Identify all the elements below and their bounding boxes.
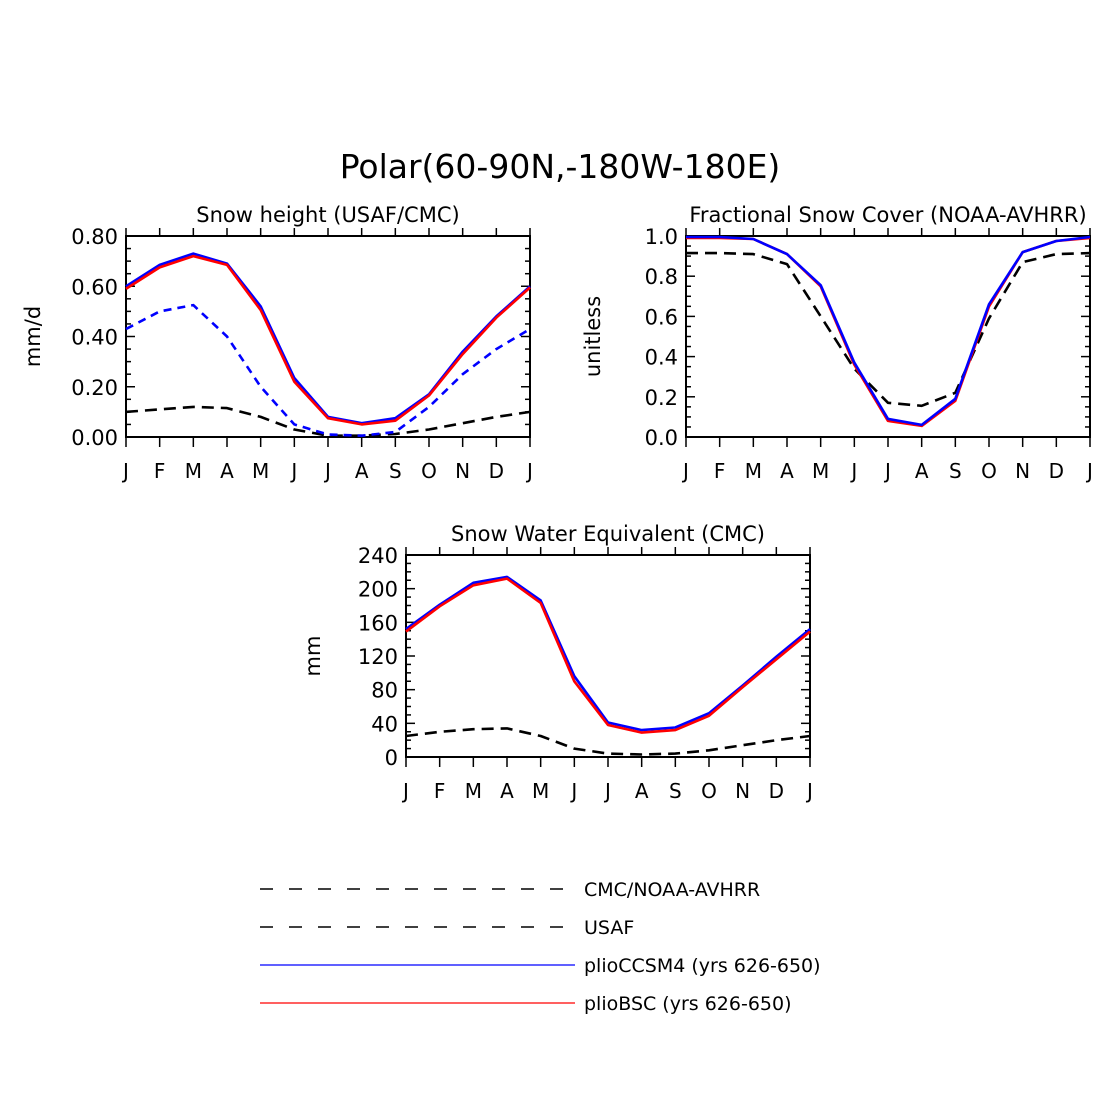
- series-line: [125, 405, 531, 438]
- x-tick-label: J: [681, 459, 689, 483]
- y-tick-label: 120: [358, 645, 398, 669]
- y-axis-label: unitless: [581, 296, 605, 377]
- x-tick-label: J: [603, 779, 611, 803]
- x-tick-label: J: [1085, 459, 1093, 483]
- y-tick-label: 1.0: [645, 225, 678, 249]
- x-tick-label: M: [532, 779, 549, 803]
- series-line: [125, 254, 531, 426]
- y-tick-label: 200: [358, 578, 398, 602]
- x-tick-label: J: [323, 459, 331, 483]
- x-tick-label: F: [714, 459, 726, 483]
- y-axis-label: mm: [301, 636, 325, 677]
- panel-title: Fractional Snow Cover (NOAA-AVHRR): [689, 203, 1086, 227]
- legend-label: plioBSC (yrs 626-650): [584, 993, 792, 1015]
- x-tick-label: M: [252, 459, 269, 483]
- panel-title: Snow height (USAF/CMC): [196, 203, 459, 227]
- x-tick-label: J: [289, 459, 297, 483]
- x-tick-label: M: [812, 459, 829, 483]
- panel-2: 0.00.20.40.60.81.0J F M A M J J A S O N D JFractiona…: [581, 203, 1093, 483]
- x-tick-label: J: [401, 779, 409, 803]
- legend-label: plioCCSM4 (yrs 626-650): [584, 955, 821, 977]
- plot-frame: [405, 554, 811, 758]
- y-tick-label: 0.60: [71, 275, 118, 299]
- x-tick-label: S: [389, 459, 402, 483]
- y-tick-label: 0.40: [71, 326, 118, 350]
- legend-label: CMC/NOAA-AVHRR: [584, 879, 760, 901]
- y-tick-label: 0.6: [645, 305, 678, 329]
- x-tick-label: F: [154, 459, 166, 483]
- legend-label: USAF: [584, 917, 634, 939]
- y-tick-label: 0.20: [71, 376, 118, 400]
- y-tick-label: 160: [358, 611, 398, 635]
- x-tick-label: A: [220, 459, 234, 483]
- x-tick-label: D: [1049, 459, 1064, 483]
- x-tick-label: M: [745, 459, 762, 483]
- x-tick-label: O: [701, 779, 717, 803]
- x-tick-label: J: [805, 779, 813, 803]
- x-tick-label: J: [849, 459, 857, 483]
- series-line: [405, 577, 811, 734]
- y-tick-label: 40: [371, 712, 398, 736]
- y-tick-label: 0.2: [645, 386, 678, 410]
- x-tick-label: N: [735, 779, 750, 803]
- y-tick-label: 0.4: [645, 346, 678, 370]
- x-tick-label: S: [669, 779, 682, 803]
- x-tick-label: M: [465, 779, 482, 803]
- plot-frame: [685, 235, 1091, 438]
- y-axis-label: mm/d: [21, 306, 45, 367]
- x-tick-label: N: [1015, 459, 1030, 483]
- figure-title: Polar(60-90N,-180W-180E): [340, 147, 781, 186]
- panel-title: Snow Water Equivalent (CMC): [451, 522, 765, 546]
- x-tick-label: D: [489, 459, 504, 483]
- x-tick-label: A: [355, 459, 369, 483]
- series-line: [405, 575, 811, 732]
- x-tick-label: M: [185, 459, 202, 483]
- x-tick-label: J: [569, 779, 577, 803]
- series-line: [686, 235, 1091, 427]
- x-tick-label: O: [981, 459, 997, 483]
- series-line: [405, 727, 811, 756]
- x-tick-label: J: [121, 459, 129, 483]
- y-tick-label: 0.0: [645, 426, 678, 450]
- x-tick-label: N: [455, 459, 470, 483]
- series-line: [125, 303, 531, 438]
- y-tick-label: 0.00: [71, 426, 118, 450]
- series-line: [686, 251, 1091, 408]
- x-tick-label: J: [883, 459, 891, 483]
- y-tick-label: 0.80: [71, 225, 118, 249]
- x-tick-label: S: [949, 459, 962, 483]
- x-tick-label: F: [434, 779, 446, 803]
- x-tick-label: O: [421, 459, 437, 483]
- y-tick-label: 80: [371, 679, 398, 703]
- x-tick-label: A: [500, 779, 514, 803]
- x-tick-label: J: [525, 459, 533, 483]
- x-tick-label: A: [635, 779, 649, 803]
- y-tick-label: 0: [385, 746, 398, 770]
- legend: CMC/NOAA-AVHRR USAF plioCCSM4 (yrs 626-650…: [260, 879, 821, 1015]
- y-tick-label: 240: [358, 544, 398, 568]
- x-tick-label: D: [769, 779, 784, 803]
- x-tick-label: A: [780, 459, 794, 483]
- x-tick-label: A: [915, 459, 929, 483]
- series-line: [686, 236, 1091, 428]
- y-tick-label: 0.8: [645, 265, 678, 289]
- series-line: [125, 252, 531, 425]
